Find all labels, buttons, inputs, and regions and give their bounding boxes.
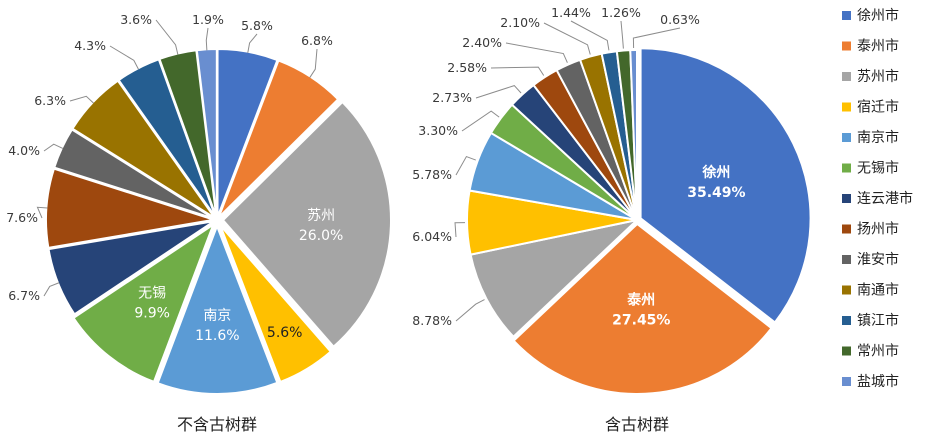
- pie-slice-苏州市: [469, 218, 641, 339]
- legend-item-扬州市: 扬州市: [857, 221, 899, 238]
- slice-label-宿迁市: 6.04%: [412, 229, 452, 244]
- pie-slice-泰州市: [512, 222, 773, 395]
- slice-label-南京市: 5.78%: [412, 167, 452, 182]
- leader-line: [109, 45, 139, 70]
- legend-item-淮安市: 淮安市: [857, 251, 899, 268]
- legend-swatch: [842, 41, 851, 51]
- legend-swatch: [842, 377, 851, 386]
- leader-line: [43, 282, 60, 297]
- slice-label-连云港市: 6.7%: [8, 288, 40, 303]
- chart-title-1: 不含古树群: [177, 415, 257, 434]
- legend-swatch: [842, 72, 851, 81]
- legend-item-宿迁市: 宿迁市: [857, 99, 899, 116]
- slice-label-淮安市: 2.40%: [462, 35, 502, 50]
- leader-line: [155, 19, 179, 55]
- slice-label-镇江市: 4.3%: [74, 38, 106, 53]
- slice-label-南通市: 2.10%: [500, 15, 540, 30]
- legend-swatch: [842, 316, 851, 325]
- slice-label-南通市: 6.3%: [34, 93, 66, 108]
- pie-slice-苏州市: [221, 100, 392, 349]
- pie-chart-1: 5.8% 6.8% 苏州 26.0% 5.6% 南京 11.6% 无锡 9.9% 6.7% 7.6%…: [6, 12, 392, 434]
- legend-item-常州市: 常州市: [857, 343, 899, 360]
- pie-slice-无锡市: [72, 222, 216, 384]
- leader-line: [309, 48, 318, 78]
- slice-label-徐州市: 徐州 35.49%: [687, 164, 745, 201]
- legend-swatch: [842, 133, 851, 142]
- leader-line: [69, 95, 94, 104]
- leader-line: [490, 66, 545, 76]
- slice-label-常州市: 3.6%: [120, 12, 152, 27]
- leader-line: [570, 20, 610, 51]
- slice-label-无锡市: 3.30%: [418, 123, 458, 138]
- legend-item-盐城市: 盐城市: [857, 373, 899, 390]
- slice-label-盐城市: 1.9%: [192, 12, 224, 27]
- leader-line: [461, 110, 500, 132]
- legend-item-泰州市: 泰州市: [857, 38, 899, 55]
- leader-line: [620, 20, 624, 49]
- leader-line: [455, 299, 485, 322]
- leader-line: [505, 42, 568, 63]
- legend-swatch: [842, 11, 851, 20]
- legend-item-无锡市: 无锡市: [857, 160, 899, 177]
- leader-line: [455, 155, 476, 176]
- slice-label-苏州市: 苏州 26.0%: [299, 208, 343, 244]
- leader-line: [454, 222, 466, 238]
- legend-item-徐州市: 徐州市: [857, 7, 899, 24]
- slice-label-扬州市: 2.58%: [447, 60, 487, 75]
- pie-chart-2: 徐州 35.49% 泰州 27.45% 8.78% 6.04% 5.78% 3.30% 2.73…: [412, 5, 812, 434]
- legend-swatch: [842, 194, 851, 203]
- pie-slice-盐城市: [629, 48, 638, 221]
- slice-label-徐州市: 5.8%: [241, 18, 273, 33]
- leader-line: [632, 27, 681, 49]
- slice-label-南京市: 南京 11.6%: [195, 308, 239, 344]
- slice-label-泰州市: 6.8%: [301, 33, 333, 48]
- slice-label-镇江市: 1.44%: [551, 5, 591, 20]
- legend-swatch: [842, 102, 851, 112]
- slice-label-盐城市: 0.63%: [660, 12, 700, 27]
- slice-label-连云港市: 2.73%: [432, 90, 472, 105]
- legend-item-苏州市: 苏州市: [857, 68, 899, 85]
- legend-item-南通市: 南通市: [857, 282, 899, 299]
- pie-slice-南京市: [156, 223, 279, 395]
- pie-slice-宿迁市: [219, 224, 333, 384]
- slice-label-宿迁市: 5.6%: [267, 325, 303, 341]
- legend-swatch: [842, 255, 851, 264]
- legend-swatch: [842, 224, 851, 234]
- leader-line: [43, 143, 64, 152]
- leader-line: [36, 206, 48, 219]
- leader-line: [475, 85, 522, 99]
- legend-swatch: [842, 285, 851, 295]
- chart-title-2: 含古树群: [605, 415, 669, 434]
- leader-line: [247, 33, 258, 53]
- leader-line: [543, 22, 591, 55]
- legend-item-连云港市: 连云港市: [857, 190, 913, 207]
- leader-line: [205, 27, 209, 51]
- slice-label-常州市: 1.26%: [601, 5, 641, 20]
- legend-item-南京市: 南京市: [857, 129, 899, 146]
- legend-item-镇江市: 镇江市: [857, 312, 899, 329]
- slice-label-无锡市: 无锡 9.9%: [134, 286, 170, 322]
- slice-label-扬州市: 7.6%: [6, 210, 38, 225]
- legend-swatch: [842, 346, 851, 356]
- slice-label-苏州市: 8.78%: [412, 313, 452, 328]
- pie-slice-徐州市: [639, 47, 812, 324]
- slice-label-泰州市: 泰州 27.45%: [612, 291, 670, 328]
- slice-label-淮安市: 4.0%: [8, 143, 40, 158]
- legend-swatch: [842, 163, 851, 173]
